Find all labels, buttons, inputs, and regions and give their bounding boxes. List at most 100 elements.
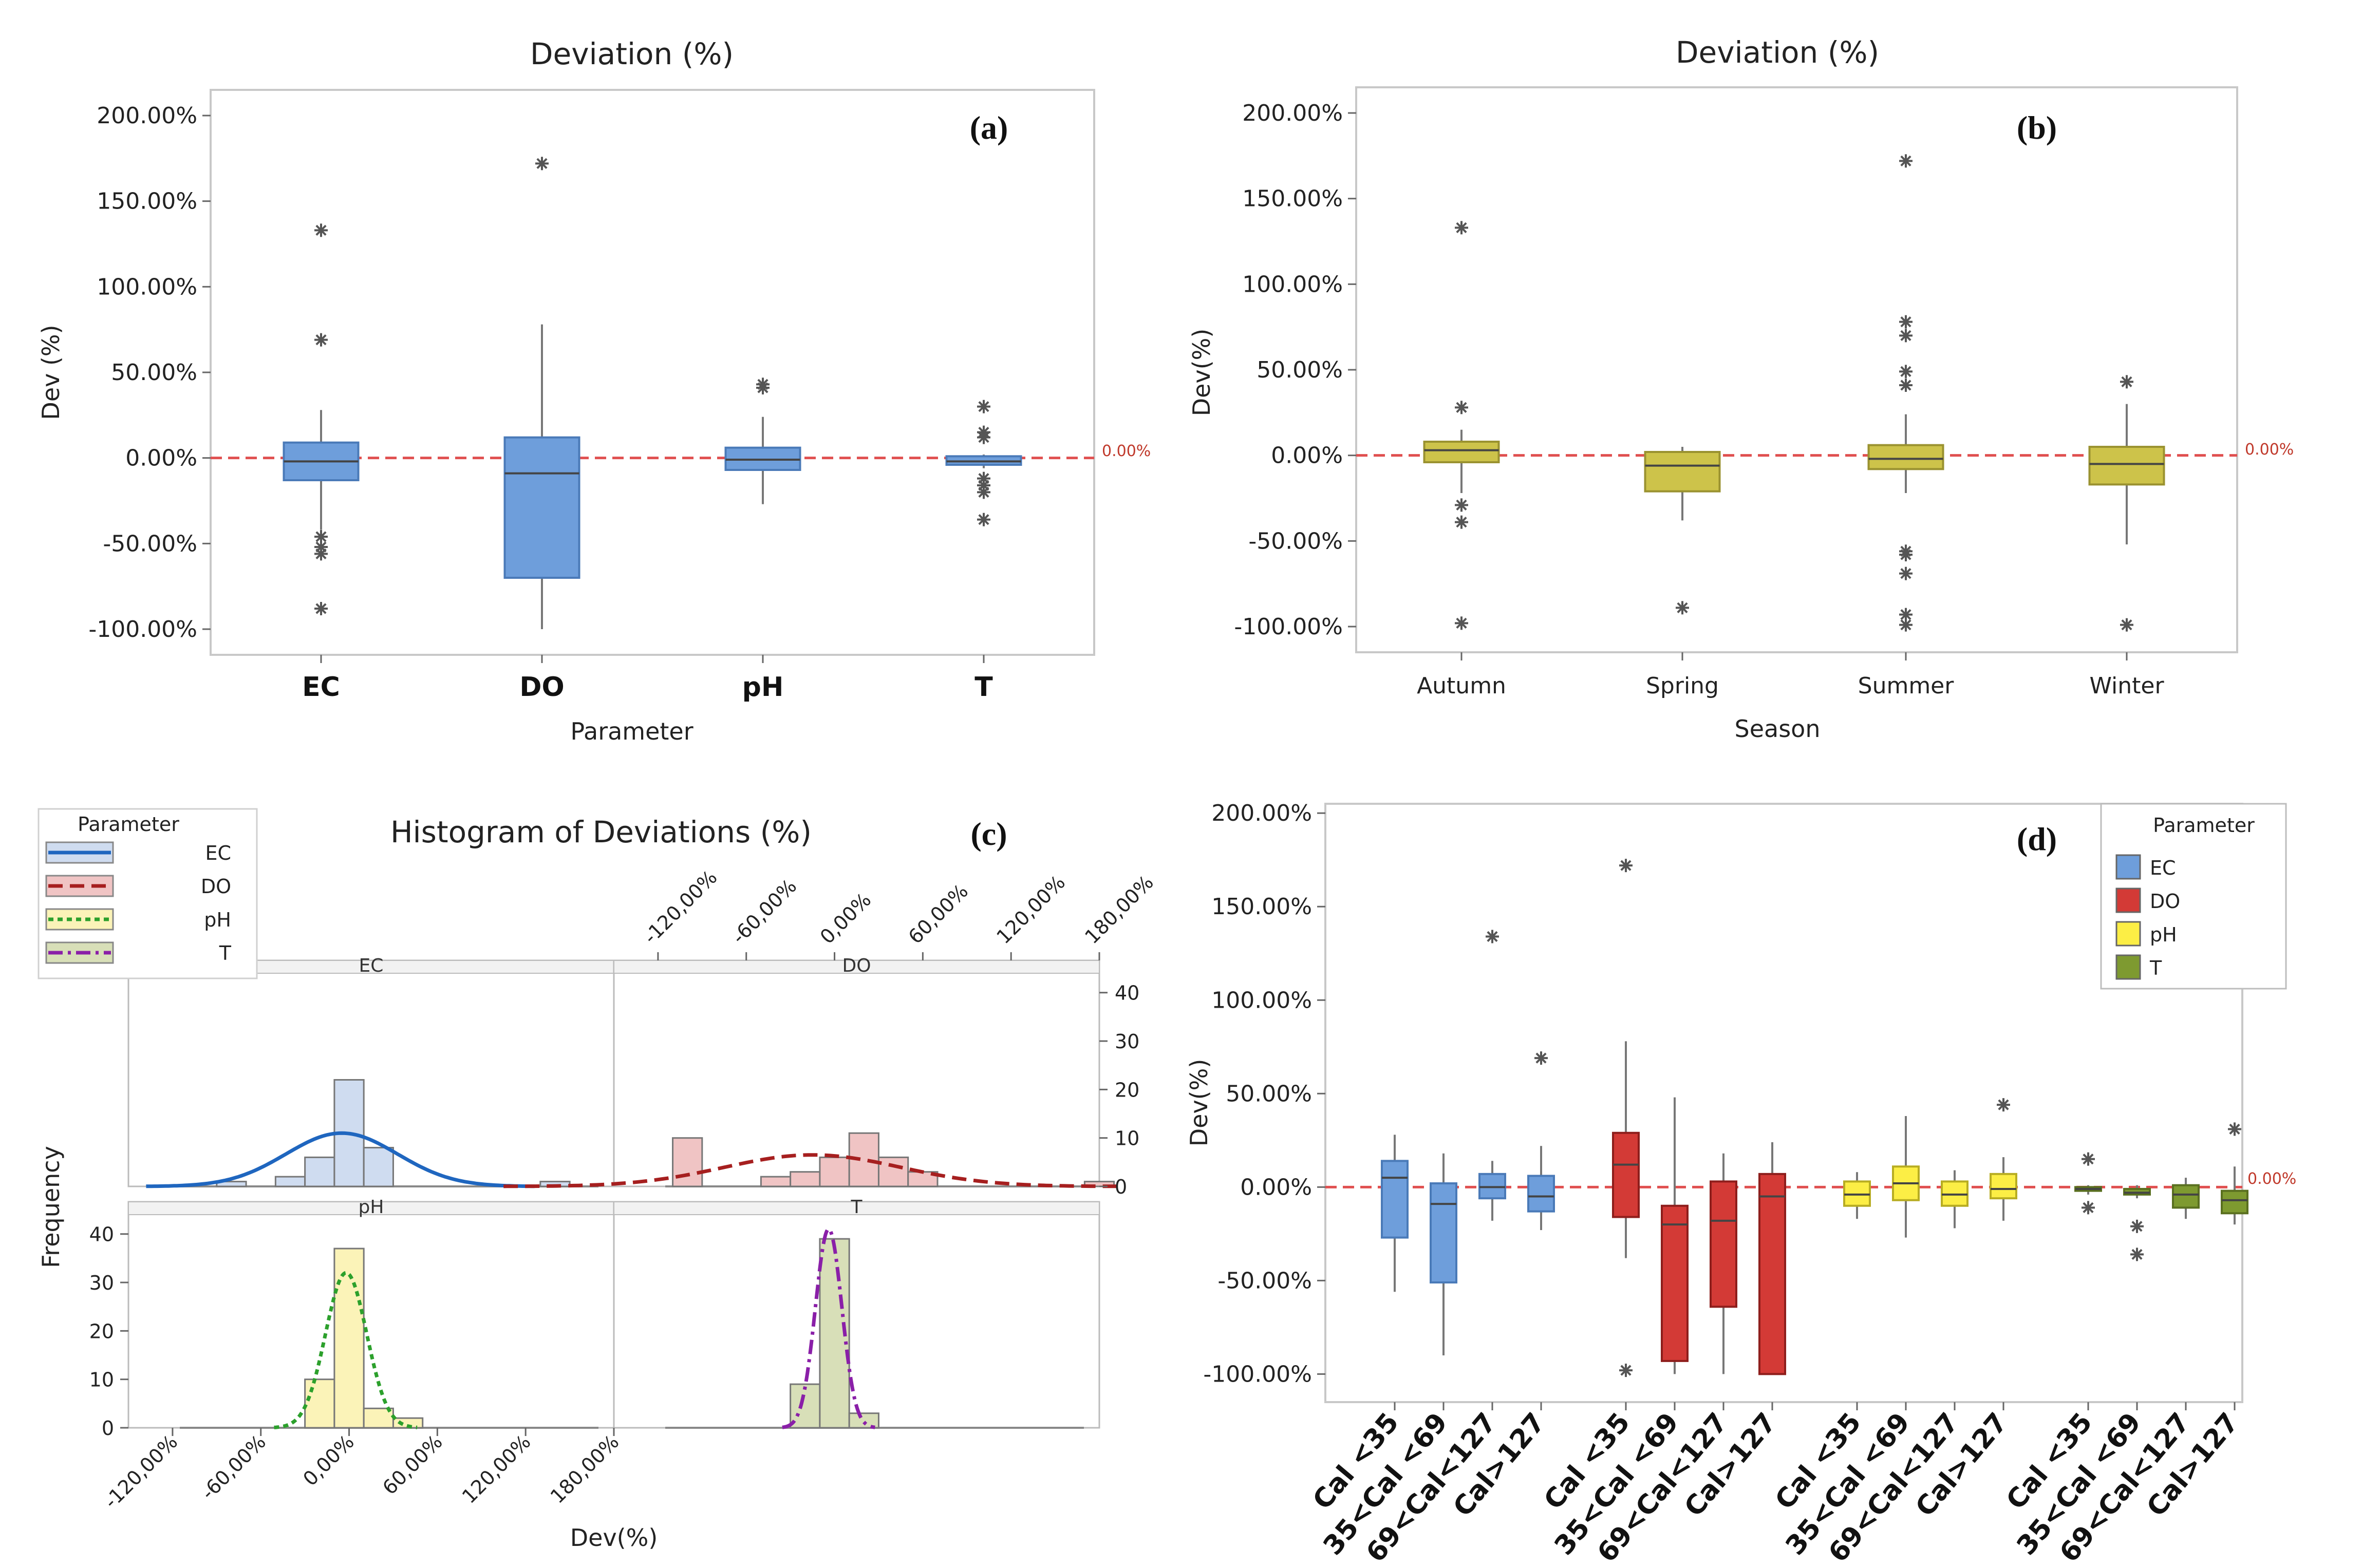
fit-curve [782,1227,875,1429]
box-summer-outlier-9 [1899,618,1913,632]
fit-curve [274,1271,418,1429]
chart-c-xlabel: Dev(%) [570,1524,658,1552]
facet-ec: EC [127,955,615,1188]
chart-b: Deviation (%) (b) Season Dev(%) 0.00% 20… [1188,35,2294,743]
box-summer-outlier-7 [1899,566,1913,580]
ytick-label: -100.00% [1234,614,1343,640]
histogram-bar [304,1378,335,1429]
ytick-label: 0 [1115,1176,1127,1198]
box-t-2 [2172,1178,2200,1219]
box-t-0-outlier-1 [2082,1201,2095,1215]
legend-label-do: DO [2150,890,2180,913]
legend-swatch-t [2115,954,2141,980]
box-ec-0 [1381,1135,1409,1292]
box-t-outlier-6 [977,513,990,526]
box-autumn-outlier-2 [1455,498,1468,512]
chart-b-xlabel: Season [1735,715,1821,743]
xtick-label: -60,00% [727,875,801,948]
box-summer [1867,154,1944,632]
xtick-label: Spring [1646,673,1719,699]
box-ph-0 [1843,1172,1871,1219]
xtick-label: 180,00% [546,1430,624,1508]
facet-do: DO [503,955,1122,1188]
histogram-bar [760,1176,792,1187]
ytick-label: 100.00% [1211,987,1312,1013]
ytick-label: 10 [89,1369,114,1391]
box-do-1-iqr [1661,1204,1689,1362]
box-do-0-iqr [1612,1131,1640,1218]
histogram-bar [877,1156,909,1187]
box-ph-3-iqr [1990,1173,2017,1200]
legend-label-do: DO [201,875,231,898]
chart-d: (d) Dev(%) 0.00% 200.00% 150.00% 100.00% 50… [1185,800,2296,1568]
box-ec [283,223,360,615]
chart-d-legend: Parameter EC DO pH T [2100,803,2287,990]
chart-b-plot-frame [1355,86,2238,653]
chart-b-title: Deviation (%) [1676,35,1879,70]
legend-label-t: T [219,942,232,965]
box-do-2-iqr [1710,1180,1737,1308]
box-ph-2 [1941,1170,1969,1229]
box-do-iqr [503,436,580,579]
chart-a-ref-label: 0.00% [1102,442,1151,460]
box-ec-2-outlier-0 [1486,930,1499,943]
box-t-0 [2074,1152,2102,1215]
box-ec-1-iqr [1430,1182,1457,1283]
box-winter [2088,375,2165,632]
fit-curve [146,1131,535,1188]
box-autumn-outlier-0 [1455,221,1468,235]
xtick-label: 120,00% [992,871,1070,949]
ytick-label: 20 [1115,1079,1139,1101]
ytick-label: 20 [89,1320,114,1343]
fit-curve [503,1153,1122,1188]
box-ec-outlier-1 [314,333,328,347]
box-do-outlier-0 [535,157,549,171]
facet-title: DO [842,955,871,976]
chart-b-ylabel: Dev(%) [1188,329,1215,417]
legend-label-ph: pH [2150,923,2177,946]
ytick-label: 50.00% [1257,357,1343,383]
box-ph-3 [1990,1098,2017,1221]
xtick-label: -120,00% [100,1430,182,1513]
xtick-label: 60,00% [904,880,973,949]
chart-c: Histogram of Deviations (%) (c) Dev(%) F… [37,808,1158,1552]
box-do-0-outlier-0 [1619,859,1633,873]
legend-swatch-ph [2115,921,2141,947]
chart-a-xlabel: Parameter [570,717,693,745]
xtick-label: -60,00% [197,1430,270,1504]
xtick-label: EC [302,672,340,703]
ytick-label: 0.00% [1271,443,1343,469]
histogram-bar [216,1181,247,1187]
xtick-label: 0,00% [816,889,875,948]
box-do-1 [1661,1097,1689,1374]
facet-t: T [613,1197,1100,1429]
histogram-bar [848,1412,879,1429]
facet-strip [613,1201,1100,1215]
box-autumn-outlier-4 [1455,616,1468,630]
facet-title: EC [359,955,384,976]
legend-swatch-ec [2115,854,2141,880]
chart-c-ylabel: Frequency [37,1146,65,1268]
histogram-bar [274,1176,306,1187]
xtick-label: Winter [2089,673,2164,699]
box-autumn-outlier-1 [1455,401,1468,414]
ytick-label: 100.00% [1242,271,1343,297]
chart-b-ref-label: 0.00% [2245,441,2294,459]
box-do-0 [1612,859,1640,1377]
facet-ph: pH [127,1197,615,1429]
box-summer-outlier-1 [1899,315,1913,329]
ytick-label: 200.00% [1242,100,1343,126]
ytick-label: 200.00% [97,103,197,129]
box-t [945,400,1022,526]
ytick-label: 150.00% [97,188,197,215]
xtick-label: 60,00% [378,1430,447,1499]
box-t-2-iqr [2172,1184,2200,1209]
box-winter-outlier-0 [2120,375,2133,389]
histogram-bar [304,1156,335,1187]
histogram-bar [672,1137,703,1187]
xtick-label: -120,00% [639,866,721,948]
legend-label-ph: pH [204,909,231,931]
box-t-1-outlier-1 [2130,1248,2144,1261]
histogram-bar [790,1383,821,1429]
